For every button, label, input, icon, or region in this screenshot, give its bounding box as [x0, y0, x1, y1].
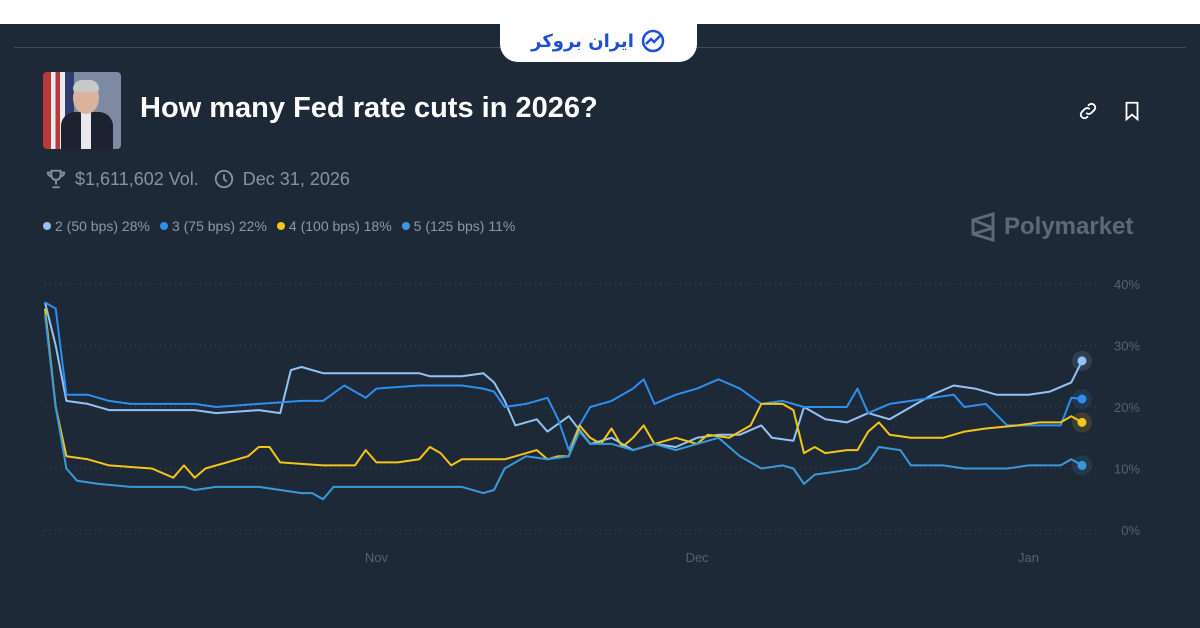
x-tick-label: Jan: [1018, 550, 1039, 565]
series-line: [44, 302, 1083, 452]
y-tick-label: 10%: [1114, 462, 1140, 477]
bookmark-button[interactable]: [1121, 100, 1143, 122]
series-end-point: [1077, 356, 1087, 366]
legend-item: 2 (50 bps) 28%: [43, 218, 150, 234]
y-tick-label: 20%: [1114, 400, 1140, 415]
site-logo: ایران بروکر: [500, 20, 697, 62]
y-tick-label: 0%: [1121, 523, 1140, 538]
chart-trend-icon: [641, 29, 665, 53]
series-end-point: [1077, 460, 1087, 470]
series-line: [44, 314, 1083, 501]
page-title: How many Fed rate cuts in 2026?: [140, 92, 598, 124]
logo-text: ایران بروکر: [531, 30, 634, 52]
series-line: [44, 308, 1083, 479]
clock-icon: [214, 169, 233, 189]
x-tick-label: Nov: [365, 550, 389, 565]
legend-item: 4 (100 bps) 18%: [276, 218, 392, 234]
trophy-icon: [46, 169, 66, 189]
legend-item: 3 (75 bps) 22%: [159, 218, 267, 234]
legend-item: 5 (125 bps) 11%: [401, 218, 515, 234]
series-line: [44, 301, 1083, 452]
link-icon: [1079, 102, 1097, 120]
polymarket-logo-icon: [971, 212, 995, 242]
chart-card: [0, 24, 1200, 628]
polymarket-watermark: Polymarket: [970, 212, 1133, 242]
volume: $1,611,602 Vol.: [75, 168, 199, 189]
link-button[interactable]: [1077, 100, 1099, 122]
market-avatar: [43, 72, 121, 149]
y-tick-label: 30%: [1114, 339, 1140, 354]
y-tick-label: 40%: [1114, 277, 1140, 292]
end-date: Dec 31, 2026: [242, 168, 350, 189]
bookmark-icon: [1125, 101, 1139, 122]
series-end-point: [1077, 394, 1087, 404]
market-meta: $1,611,602 Vol. Dec 31, 2026: [45, 168, 350, 190]
x-tick-label: Dec: [686, 550, 710, 565]
chart-legend: 2 (50 bps) 28% 3 (75 bps) 22% 4 (100 bps…: [43, 218, 515, 234]
series-end-point: [1077, 417, 1087, 427]
